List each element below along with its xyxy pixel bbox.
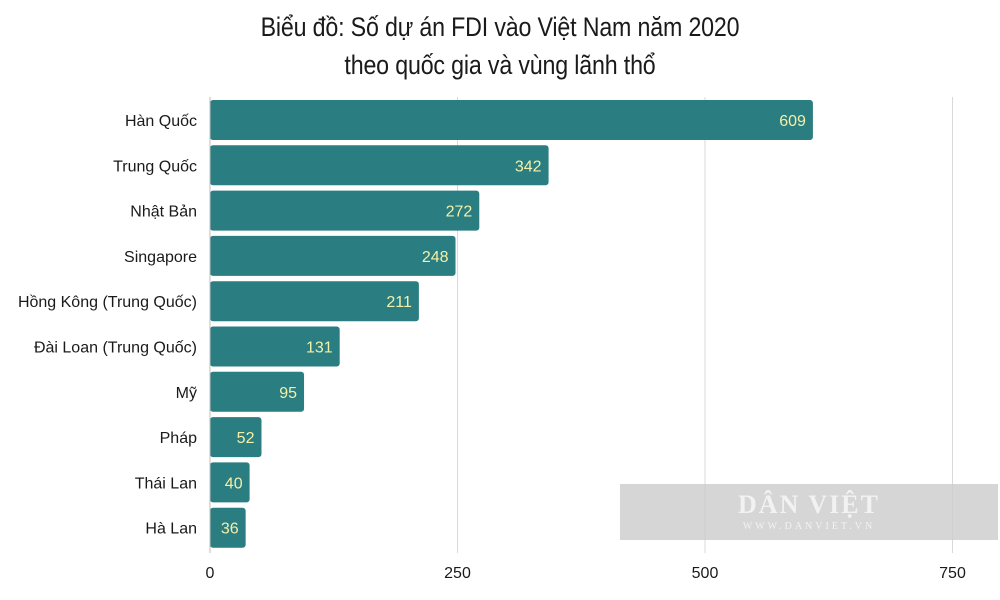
x-tick-label: 750 — [939, 565, 966, 582]
category-label: Trung Quốc — [113, 158, 197, 175]
watermark: DÂN VIỆT WWW.DANVIET.VN — [620, 484, 998, 540]
category-label: Mỹ — [176, 385, 197, 402]
chart-subtitle: theo quốc gia và vùng lãnh thổ — [344, 50, 656, 80]
bar — [210, 462, 250, 503]
bar — [210, 507, 246, 548]
watermark-url: WWW.DANVIET.VN — [742, 521, 876, 532]
bar-value-label: 272 — [446, 204, 473, 221]
bar-value-label: 52 — [237, 430, 255, 447]
x-tick-label: 500 — [692, 565, 719, 582]
bar-value-label: 609 — [779, 113, 806, 130]
bar-value-label: 40 — [225, 475, 243, 492]
bar-value-label: 342 — [515, 158, 542, 175]
bar-value-label: 248 — [422, 249, 449, 266]
x-tick-label: 0 — [206, 565, 215, 582]
bar — [210, 235, 456, 276]
category-label: Hà Lan — [145, 521, 197, 538]
chart-title: Biểu đồ: Số dự án FDI vào Việt Nam năm 2… — [260, 12, 740, 42]
bar-value-label: 36 — [221, 521, 239, 538]
bar — [210, 145, 549, 186]
category-label: Hàn Quốc — [125, 113, 197, 130]
bar-value-label: 131 — [306, 340, 333, 357]
x-tick-label: 250 — [444, 565, 471, 582]
bar — [210, 326, 340, 367]
category-label: Đài Loan (Trung Quốc) — [34, 340, 197, 357]
bar — [210, 190, 480, 231]
bar-value-label: 95 — [279, 385, 297, 402]
category-label: Nhật Bản — [130, 204, 197, 221]
bar — [210, 417, 262, 458]
category-label: Thái Lan — [135, 475, 197, 492]
category-label: Pháp — [160, 430, 197, 447]
bar-value-label: 211 — [386, 294, 412, 311]
bar — [210, 371, 305, 412]
category-label: Singapore — [124, 249, 197, 266]
category-label: Hồng Kông (Trung Quốc) — [18, 294, 197, 311]
bar — [210, 281, 419, 322]
bar — [210, 100, 813, 140]
watermark-text: DÂN VIỆT — [738, 490, 880, 519]
